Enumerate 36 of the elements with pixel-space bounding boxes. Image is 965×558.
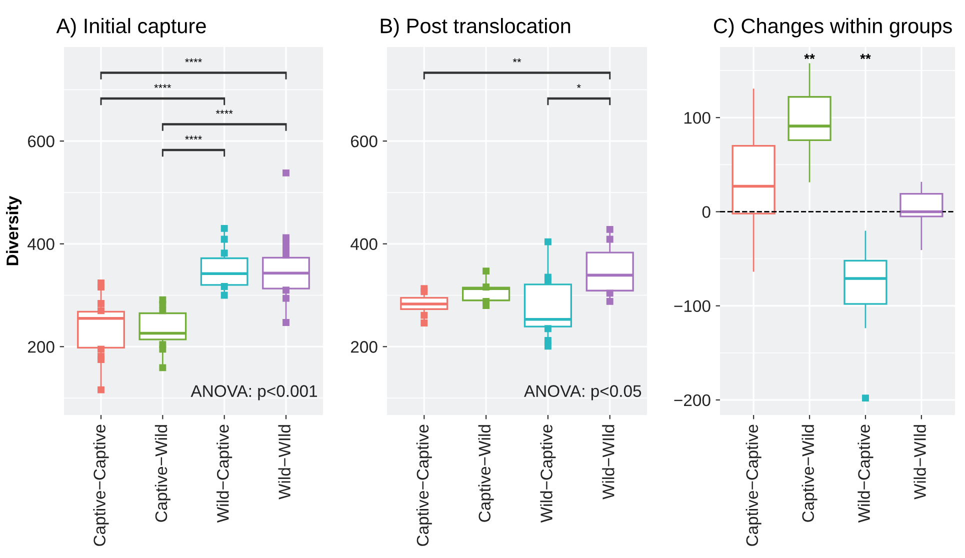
y-tick-label: 200 (351, 341, 378, 353)
annotation: **** (185, 58, 202, 62)
annotation: **** (216, 110, 233, 114)
x-tick-label: Wild−Captive (858, 424, 874, 523)
chart-title: B) Post translocation (380, 18, 570, 38)
y-tick-label: 100 (684, 112, 710, 124)
x-tick-label: Wild−WIld (278, 425, 290, 500)
y-tick-label: 400 (350, 238, 378, 250)
annotation: ** (512, 58, 522, 62)
y-tick-label: 0 (702, 206, 710, 218)
annotation: **** (154, 84, 172, 88)
y-tick-label: 600 (28, 135, 54, 148)
annotation: ANOVA: p<0.05 (524, 385, 642, 400)
annotation: ** (804, 54, 815, 60)
y-tick-label: 600 (351, 135, 378, 148)
y-tick-label: 200 (28, 341, 54, 353)
y-tick-label: −200 (674, 394, 710, 406)
x-tick-label: Wild−Captive (540, 424, 556, 523)
y-tick-label: −100 (674, 300, 710, 312)
y-tick-label: 400 (28, 238, 54, 250)
x-tick-label: Captive−Wild (478, 425, 494, 522)
annotation: ANOVA: p<0.001 (190, 385, 318, 400)
x-tick-label: Captive−Captive (416, 424, 432, 546)
chart-title: A) Initial capture (56, 18, 206, 38)
x-tick-label: Wild−Captive (216, 424, 232, 523)
x-tick-label: Wild−WIld (602, 425, 614, 500)
chart-title: C) Changes within groups (714, 18, 952, 38)
x-tick-label: Captive−Wild (154, 425, 170, 522)
annotation: * (576, 84, 581, 88)
x-tick-label: Captive−Wild (802, 425, 818, 522)
x-tick-label: Captive−Captive (746, 424, 762, 546)
annotation: ** (860, 54, 871, 60)
y-axis-title: Diversity (6, 196, 22, 266)
annotation: **** (185, 136, 202, 140)
x-tick-label: Captive−Captive (93, 424, 109, 546)
x-tick-label: Wild−WIld (914, 425, 926, 500)
